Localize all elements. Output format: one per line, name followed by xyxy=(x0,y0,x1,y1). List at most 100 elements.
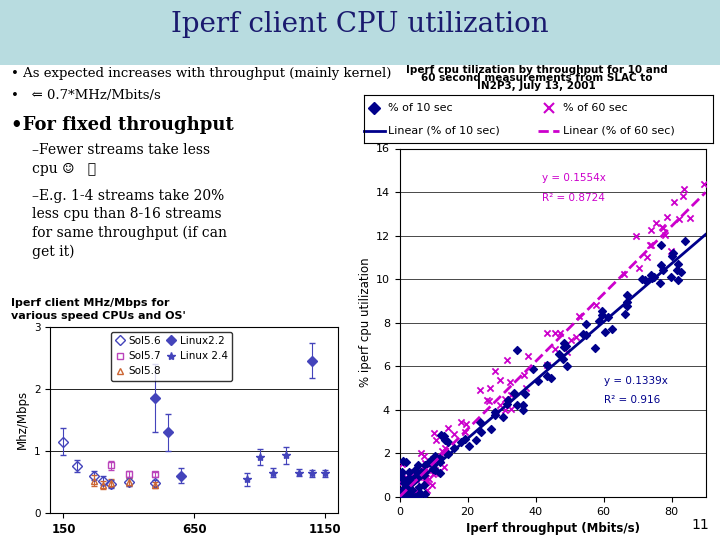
Point xyxy=(669,197,680,206)
Point xyxy=(415,466,427,475)
Point xyxy=(602,313,613,321)
Point xyxy=(554,328,566,337)
Point xyxy=(434,469,446,477)
Point xyxy=(657,266,669,275)
Point xyxy=(411,465,423,474)
Point xyxy=(577,329,588,338)
Point xyxy=(419,468,431,477)
Point xyxy=(397,468,408,477)
Point xyxy=(395,492,407,501)
Point xyxy=(400,492,411,501)
Point xyxy=(590,300,602,309)
Point xyxy=(415,492,426,501)
Point xyxy=(672,260,683,268)
Point xyxy=(397,492,408,501)
Point xyxy=(420,458,431,467)
Point xyxy=(621,302,632,310)
Point xyxy=(560,341,572,350)
Point xyxy=(412,487,423,495)
Point xyxy=(395,492,407,501)
Point xyxy=(522,352,534,360)
Point xyxy=(580,331,592,340)
Point xyxy=(490,366,501,375)
Point xyxy=(685,214,696,222)
Point xyxy=(400,482,411,490)
Point xyxy=(698,180,709,188)
Point xyxy=(476,427,487,436)
Point xyxy=(654,279,666,287)
Point xyxy=(429,469,441,477)
Point xyxy=(404,492,415,501)
Point xyxy=(402,476,414,484)
Point xyxy=(410,471,422,480)
Point xyxy=(395,491,407,500)
Point xyxy=(404,484,415,493)
Text: –E.g. 1-4 streams take 20%
less cpu than 8-16 streams
for same throughput (if ca: –E.g. 1-4 streams take 20% less cpu than… xyxy=(32,189,228,259)
Point xyxy=(415,469,427,478)
Point xyxy=(648,273,660,281)
Text: Linear (% of 10 sec): Linear (% of 10 sec) xyxy=(388,126,500,136)
Point xyxy=(505,391,517,400)
Point xyxy=(593,317,605,326)
Point xyxy=(396,492,408,501)
Point xyxy=(397,457,409,465)
Point xyxy=(434,454,446,463)
Point xyxy=(418,470,430,479)
Point xyxy=(417,462,428,471)
Point xyxy=(409,465,420,474)
Point xyxy=(398,484,410,492)
Point xyxy=(396,460,408,468)
Point xyxy=(474,417,486,426)
Legend: Sol5.6, Sol5.7, Sol5.8, Linux2.2, Linux 2.4: Sol5.6, Sol5.7, Sol5.8, Linux2.2, Linux … xyxy=(111,332,232,381)
Point xyxy=(420,461,431,470)
Point xyxy=(675,268,686,276)
Point xyxy=(428,429,440,437)
Point xyxy=(502,395,513,404)
Point xyxy=(427,461,438,469)
Text: •   ⇐ 0.7*MHz/Mbits/s: • ⇐ 0.7*MHz/Mbits/s xyxy=(11,89,161,102)
Point xyxy=(495,375,506,384)
Point xyxy=(518,406,529,414)
Point xyxy=(395,492,407,501)
Point xyxy=(428,464,439,473)
Point xyxy=(521,384,532,393)
Point xyxy=(430,466,441,475)
Point xyxy=(557,355,569,364)
Point xyxy=(407,492,418,501)
Point xyxy=(655,261,667,269)
Point xyxy=(442,450,454,459)
Point xyxy=(459,434,471,443)
Point xyxy=(438,463,449,471)
Point xyxy=(618,310,630,319)
Text: 11: 11 xyxy=(691,518,709,532)
Point xyxy=(545,374,557,383)
Point xyxy=(400,492,411,501)
Point xyxy=(512,401,523,409)
Point xyxy=(418,481,430,489)
Point xyxy=(541,360,552,369)
Point xyxy=(489,408,500,417)
Point xyxy=(599,327,611,336)
Point xyxy=(418,468,430,476)
Point xyxy=(395,492,407,501)
Text: •For fixed throughput: •For fixed throughput xyxy=(11,116,233,134)
Point xyxy=(455,437,467,446)
Point xyxy=(518,371,530,380)
Point xyxy=(410,488,422,496)
Point xyxy=(505,404,516,413)
Point xyxy=(565,336,577,345)
Point xyxy=(400,490,411,499)
Point xyxy=(508,388,520,397)
Point xyxy=(439,444,451,453)
Y-axis label: Mhz/Mbps: Mhz/Mbps xyxy=(16,390,29,449)
Text: –Fewer streams take less
cpu ☺   ⌛: –Fewer streams take less cpu ☺ ⌛ xyxy=(32,143,210,176)
Point xyxy=(395,492,407,501)
Text: % of 10 sec: % of 10 sec xyxy=(388,103,453,113)
Point xyxy=(397,491,408,500)
Point xyxy=(644,241,656,250)
Point xyxy=(421,477,433,486)
Point xyxy=(484,383,495,392)
Point xyxy=(541,361,553,370)
Point xyxy=(561,348,572,356)
Text: Iperf client MHz/Mbps for: Iperf client MHz/Mbps for xyxy=(11,298,169,308)
